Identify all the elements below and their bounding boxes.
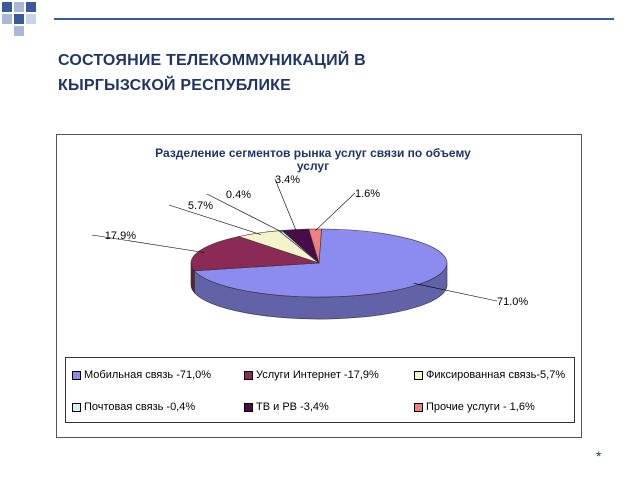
legend-item: Услуги Интернет -17,9%: [244, 368, 379, 382]
legend-item: Мобильная связь -71,0%: [72, 368, 211, 382]
legend-label: Прочие услуги - 1,6%: [426, 401, 535, 413]
legend-label: Фиксированная связь-5,7%: [426, 369, 566, 381]
legend-label: Услуги Интернет -17,9%: [256, 369, 379, 381]
legend-swatch: [72, 370, 81, 380]
pie-data-label: 0.4%: [226, 189, 251, 201]
title-rule: [54, 18, 614, 20]
legend-item: Почтовая связь -0,4%: [72, 400, 195, 414]
pie-slice: [308, 228, 322, 264]
corner-decoration: [2, 2, 36, 36]
slide-title-line2: КЫРГЫЗСКОЙ РЕСПУБЛИКЕ: [58, 77, 291, 94]
legend-label: ТВ и РВ -3,4%: [256, 401, 329, 413]
footer-mark: *: [596, 448, 602, 464]
chart-frame: Разделение сегментов рынка услуг связи п…: [56, 134, 582, 438]
pie-leader-line: [206, 193, 283, 233]
pie-data-label: 71.0%: [497, 296, 528, 308]
pie-chart: Разделение сегментов рынка услуг связи п…: [91, 146, 528, 320]
pie-leader-line: [315, 192, 356, 231]
legend-label: Почтовая связь -0,4%: [84, 401, 196, 413]
legend-swatch: [414, 402, 423, 412]
legend-item: Прочие услуги - 1,6%: [414, 400, 535, 414]
slide-title-line1: СОСТОЯНИЕ ТЕЛЕКОММУНИКАЦИЙ В: [58, 52, 366, 69]
pie-data-label: 3.4%: [275, 174, 300, 186]
pie-data-label: 5.7%: [188, 200, 213, 212]
slide-title: СОСТОЯНИЕ ТЕЛЕКОММУНИКАЦИЙ В КЫРГЫЗСКОЙ …: [58, 48, 578, 98]
pie-leader-line: [91, 234, 205, 253]
legend-swatch: [414, 370, 423, 380]
legend-item: Фиксированная связь-5,7%: [414, 368, 565, 382]
pie-data-label: 1.6%: [355, 188, 380, 200]
pie-data-label: 17.9%: [105, 230, 136, 242]
legend-item: ТВ и РВ -3,4%: [244, 400, 329, 414]
chart-title: Разделение сегментов рынка услуг связи п…: [155, 146, 471, 173]
pie-slice: [190, 236, 320, 272]
legend-swatch: [72, 402, 81, 412]
legend-swatch: [244, 402, 253, 412]
pie-leader-line: [168, 204, 261, 235]
legend-swatch: [244, 370, 253, 380]
legend-label: Мобильная связь -71,0%: [84, 369, 212, 381]
pie-leader-line: [274, 178, 297, 232]
pie-leader-line: [413, 283, 498, 302]
chart-legend: Мобильная связь -71,0% Услуги Интернет -1…: [65, 357, 575, 423]
